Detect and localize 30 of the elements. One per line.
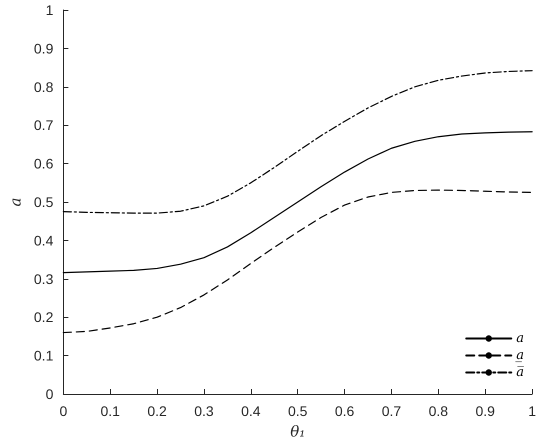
y-tick-label: 1 <box>46 2 54 18</box>
x-tick-label: 0.6 <box>334 403 355 419</box>
y-tick-label: 0.6 <box>34 156 54 172</box>
y-tick-label: 0.5 <box>34 194 54 210</box>
x-tick-label: 0.4 <box>241 403 261 419</box>
y-tick-label: 0.9 <box>34 40 54 56</box>
y-tick-label: 0.1 <box>34 348 54 364</box>
y-tick-label: 0.2 <box>34 309 54 326</box>
x-tick-label: 0.8 <box>428 403 448 419</box>
legend-label: a̅ <box>516 365 524 380</box>
line-series <box>62 70 533 214</box>
x-axis-title: θ₁ <box>290 422 306 440</box>
x-tick-label: 0 <box>59 403 68 419</box>
x-tick-label: 0.5 <box>288 403 308 419</box>
x-tick-label: 1 <box>528 403 536 419</box>
x-tick-label: 0.3 <box>194 403 214 419</box>
y-tick-label: 0.7 <box>34 117 54 134</box>
x-tick-label: 0.7 <box>382 403 402 419</box>
y-axis-title: a <box>6 198 24 206</box>
line-series <box>62 189 533 334</box>
y-tick-label: 0.3 <box>34 270 54 287</box>
x-tick-label: 0.9 <box>476 403 496 419</box>
line-series <box>62 131 533 274</box>
legend-label: a <box>516 331 524 346</box>
y-tick-label: 0.8 <box>34 78 54 95</box>
x-tick-label: 0.2 <box>147 403 168 419</box>
y-tick-label: 0.4 <box>34 232 54 248</box>
legend-label: a̲ <box>514 348 524 363</box>
x-tick-label: 0.1 <box>100 403 120 419</box>
y-tick-label: 0 <box>46 386 54 402</box>
